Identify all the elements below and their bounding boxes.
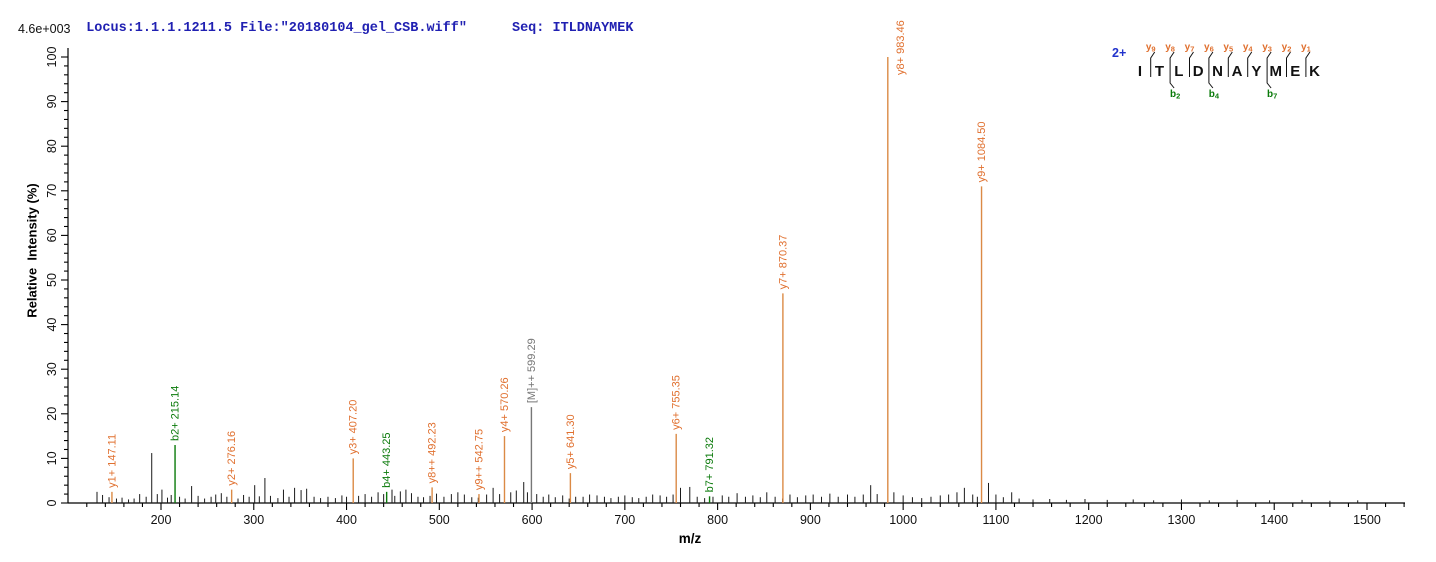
y-tick-label: 60: [45, 228, 59, 242]
peak-label-y5+: y5+ 641.30: [565, 414, 577, 469]
x-tick-label: 1500: [1353, 513, 1381, 527]
peak-label-y8++: y8++ 492.23: [427, 422, 439, 483]
y-tick-label: 10: [45, 451, 59, 465]
cleavage-mark-7: [1266, 51, 1272, 89]
cleavage-mark-4: [1208, 51, 1214, 89]
residue-E: E: [1290, 63, 1300, 80]
peak-label-b2+: b2+ 215.14: [170, 386, 182, 441]
y-ion-label-y9: y9: [1146, 42, 1156, 54]
y-tick-label: 90: [45, 95, 59, 109]
x-tick-label: 700: [614, 513, 635, 527]
x-tick-label: 500: [429, 513, 450, 527]
x-tick-label: 600: [522, 513, 543, 527]
peak-label-y9++: y9++ 542.75: [473, 429, 485, 490]
x-tick-label: 1100: [982, 513, 1009, 527]
residue-L: L: [1174, 63, 1183, 80]
cleavage-mark-1: [1150, 51, 1156, 77]
residue-N: N: [1212, 63, 1223, 80]
x-tick-label: 1000: [889, 513, 917, 527]
peak-label-y6+: y6+ 755.35: [671, 375, 683, 430]
y-ion-label-y5: y5: [1223, 42, 1233, 54]
y-ion-label-y6: y6: [1204, 42, 1214, 54]
y-tick-label: 40: [45, 318, 59, 332]
axes: 0 10 20 30 40 50 60 70 80 90 100 200 300 400 500 600 700…: [45, 47, 1405, 527]
peptide-annotation: 2+ I T L D N A Y M E Ky9 y8 b2 y7 y6 b4 y5 y4 y3 b7 y2 y1: [1112, 42, 1320, 101]
header-line: Locus:1.1.1.1211.5 File:"20180104_gel_CS…: [70, 6, 634, 36]
y-ion-label-y8: y8: [1165, 42, 1175, 54]
y-ion-label-y7: y7: [1185, 42, 1195, 54]
y-ion-label-y3: y3: [1262, 42, 1272, 54]
y-tick-label: 70: [45, 184, 59, 198]
x-tick-label: 1300: [1168, 513, 1196, 527]
residue-D: D: [1193, 63, 1204, 80]
residue-M: M: [1270, 63, 1283, 80]
y-ion-label-y1: y1: [1301, 42, 1311, 54]
peak-label-y8+: y8+ 983.46: [895, 20, 907, 75]
y-tick-label: 50: [45, 273, 59, 287]
fragment-peaks: y1+ 147.11 b2+ 215.14 y2+ 276.16 y3+ 407.20…: [106, 20, 988, 503]
y-ion-label-y4: y4: [1243, 42, 1254, 54]
peak-label-y4+: y4+ 570.26: [499, 377, 511, 432]
x-tick-label: 1400: [1260, 513, 1288, 527]
peak-label-b7+: b7+ 791.32: [704, 437, 716, 492]
b-ion-label-b2: b2: [1170, 89, 1180, 101]
peak-label-y2+: y2+ 276.16: [226, 431, 238, 486]
peak-label-b4+: b4+ 443.25: [381, 432, 393, 487]
b-ion-label-b7: b7: [1267, 89, 1277, 101]
cleavage-mark-3: [1189, 51, 1194, 77]
intensity-scale-note: 4.6e+003: [18, 22, 71, 36]
peak-label-y9+: y9+ 1084.50: [976, 121, 988, 182]
b-ion-label-b4: b4: [1209, 89, 1220, 101]
y-tick-label: 20: [45, 407, 59, 421]
cleavage-mark-5: [1227, 51, 1233, 77]
y-tick-label: 100: [45, 47, 59, 68]
peak-label-y3+: y3+ 407.20: [348, 400, 360, 455]
y-tick-label: 0: [45, 499, 59, 506]
x-tick-label: 900: [800, 513, 821, 527]
cleavage-mark-2: [1169, 51, 1175, 89]
peak-label-y7+: y7+ 870.37: [777, 235, 789, 290]
x-tick-label: 1200: [1075, 513, 1103, 527]
header-locus-file: Locus:1.1.1.1211.5 File:"20180104_gel_CS…: [86, 21, 467, 36]
cleavage-mark-9: [1305, 51, 1311, 77]
peak-label-[M]++: [M]++ 599.29: [526, 338, 538, 403]
header-sequence: Seq: ITLDNAYMEK: [511, 21, 634, 36]
x-tick-label: 800: [707, 513, 728, 527]
residue-T: T: [1155, 63, 1164, 80]
noise-peaks: [96, 453, 1359, 503]
y-tick-label: 30: [45, 362, 59, 376]
residue-K: K: [1309, 63, 1320, 80]
residue-I: I: [1138, 63, 1142, 80]
peak-label-y1+: y1+ 147.11: [106, 434, 118, 488]
residue-Y: Y: [1251, 63, 1261, 80]
y-tick-label: 80: [45, 139, 59, 153]
cleavage-mark-6: [1247, 51, 1253, 77]
y-ion-label-y2: y2: [1282, 42, 1292, 54]
x-tick-label: 400: [336, 513, 357, 527]
x-tick-label: 200: [151, 513, 172, 527]
precursor-charge: 2+: [1112, 46, 1126, 60]
x-axis-title: m/z: [678, 531, 702, 546]
cleavage-mark-8: [1286, 51, 1291, 77]
x-tick-label: 300: [243, 513, 264, 527]
residue-A: A: [1232, 63, 1243, 80]
